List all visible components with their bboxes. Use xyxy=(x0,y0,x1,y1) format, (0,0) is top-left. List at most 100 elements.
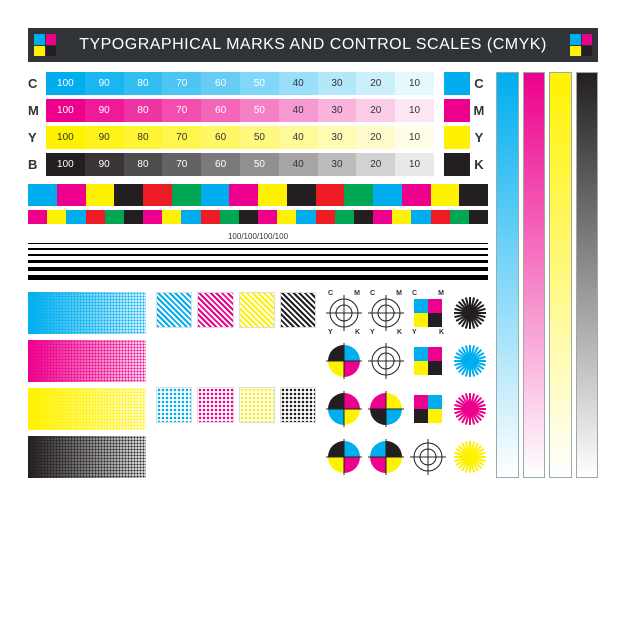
scale-cell: 80 xyxy=(124,126,163,149)
strip-swatch xyxy=(47,210,66,224)
scale-cell: 50 xyxy=(240,153,279,176)
line-weight-rules: 100/100/100/100 xyxy=(28,232,488,280)
registration-target xyxy=(326,436,362,478)
gradient-bar xyxy=(496,72,519,478)
scale-cell: 80 xyxy=(124,72,163,95)
strip-swatch xyxy=(258,184,287,206)
registration-target xyxy=(410,340,446,382)
scale-cell: 90 xyxy=(85,126,124,149)
scale-cell: 90 xyxy=(85,72,124,95)
scale-cell: 80 xyxy=(124,99,163,122)
strip-swatch xyxy=(402,184,431,206)
registration-target xyxy=(452,340,488,382)
strip-swatch xyxy=(316,210,335,224)
tint-scale-table: C100908070605040302010CM1009080706050403… xyxy=(28,72,488,176)
halftone-swatch xyxy=(28,340,146,382)
strip-swatch xyxy=(66,210,85,224)
scale-cell: 60 xyxy=(201,99,240,122)
color-strip-2 xyxy=(28,210,488,224)
registration-target xyxy=(368,436,404,478)
scale-cell: 20 xyxy=(356,72,395,95)
registration-target: CMYK xyxy=(326,292,362,334)
scale-cell: 100 xyxy=(46,153,85,176)
strip-swatch xyxy=(258,210,277,224)
strip-swatch xyxy=(28,184,57,206)
halftone-swatch xyxy=(28,436,146,478)
strip-swatch xyxy=(28,210,47,224)
scale-row-label: C xyxy=(28,72,46,95)
registration-target xyxy=(452,388,488,430)
strip-swatch xyxy=(114,184,143,206)
scale-end-label: C xyxy=(470,72,488,95)
scale-cell: 10 xyxy=(395,153,434,176)
registration-target xyxy=(368,388,404,430)
scale-cell: 70 xyxy=(162,99,201,122)
halftone-column xyxy=(28,292,146,478)
scale-cell: 60 xyxy=(201,72,240,95)
strip-swatch xyxy=(162,210,181,224)
rule-line xyxy=(28,260,488,263)
strip-swatch xyxy=(459,184,488,206)
scale-cell: 30 xyxy=(318,99,357,122)
strip-swatch xyxy=(450,210,469,224)
strip-swatch xyxy=(373,184,402,206)
scale-cell: 10 xyxy=(395,126,434,149)
scale-end-label: Y xyxy=(470,126,488,149)
page-title: TYPOGRAPHICAL MARKS AND CONTROL SCALES (… xyxy=(79,36,547,54)
scale-cell: 30 xyxy=(318,153,357,176)
scale-end-label: M xyxy=(470,99,488,122)
strip-swatch xyxy=(431,184,460,206)
solid-swatch xyxy=(444,72,470,95)
strip-swatch xyxy=(411,210,430,224)
pattern-grid xyxy=(156,292,316,478)
scale-cell: 50 xyxy=(240,126,279,149)
scale-cell: 100 xyxy=(46,99,85,122)
strip-swatch xyxy=(181,210,200,224)
strip-swatch xyxy=(373,210,392,224)
registration-target xyxy=(410,388,446,430)
strip-swatch xyxy=(201,210,220,224)
strip-swatch xyxy=(201,184,230,206)
pattern-swatch xyxy=(197,292,233,328)
scale-row-label: M xyxy=(28,99,46,122)
scale-cell: 60 xyxy=(201,126,240,149)
rule-label: 100/100/100/100 xyxy=(28,232,488,241)
scale-cell: 40 xyxy=(279,99,318,122)
strip-swatch xyxy=(86,184,115,206)
strip-swatch xyxy=(220,210,239,224)
scale-cell: 70 xyxy=(162,72,201,95)
color-strip-1 xyxy=(28,184,488,206)
scale-cell: 70 xyxy=(162,126,201,149)
registration-target: CMYK xyxy=(368,292,404,334)
scale-cell: 100 xyxy=(46,126,85,149)
strip-swatch xyxy=(335,210,354,224)
registration-target xyxy=(410,436,446,478)
scale-cell: 60 xyxy=(201,153,240,176)
strip-swatch xyxy=(143,184,172,206)
gradient-bars xyxy=(496,72,598,478)
scale-cell: 40 xyxy=(279,153,318,176)
pattern-swatch xyxy=(280,387,316,423)
scale-cell: 90 xyxy=(85,153,124,176)
registration-target xyxy=(326,388,362,430)
scale-cell: 30 xyxy=(318,126,357,149)
scale-cell: 50 xyxy=(240,72,279,95)
scale-row-label: Y xyxy=(28,126,46,149)
rule-line xyxy=(28,267,488,271)
scale-row-label: B xyxy=(28,153,46,176)
scale-cell: 10 xyxy=(395,99,434,122)
header-bar: TYPOGRAPHICAL MARKS AND CONTROL SCALES (… xyxy=(28,28,598,62)
solid-swatch xyxy=(444,153,470,176)
pattern-swatch xyxy=(156,292,192,328)
strip-swatch xyxy=(57,184,86,206)
strip-swatch xyxy=(124,210,143,224)
pattern-swatch xyxy=(239,292,275,328)
scale-cell: 80 xyxy=(124,153,163,176)
strip-swatch xyxy=(469,210,488,224)
registration-target xyxy=(368,340,404,382)
pattern-swatch xyxy=(197,387,233,423)
scale-cell: 20 xyxy=(356,99,395,122)
strip-swatch xyxy=(431,210,450,224)
strip-swatch xyxy=(287,184,316,206)
scale-cell: 100 xyxy=(46,72,85,95)
